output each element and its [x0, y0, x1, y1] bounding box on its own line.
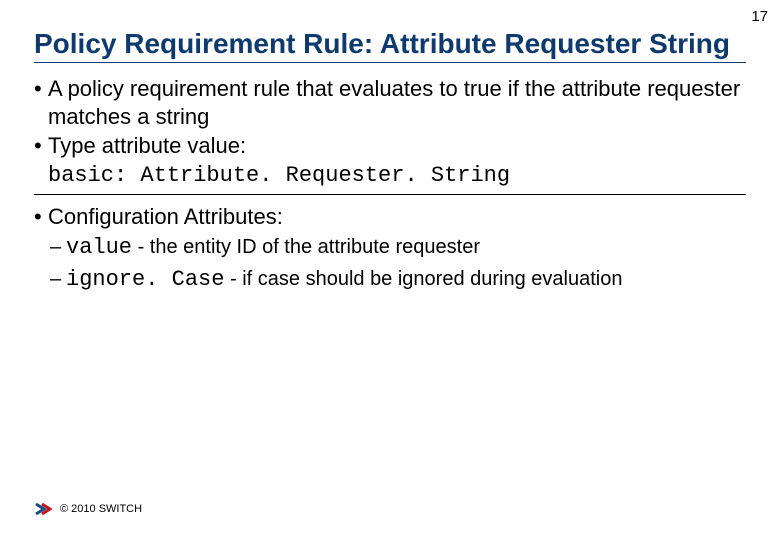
- sub-dash: –: [50, 234, 66, 261]
- sub-bullet-item: –value - the entity ID of the attribute …: [34, 233, 746, 263]
- sub-text: - if case should be ignored during evalu…: [224, 268, 622, 290]
- bullet-text: A policy requirement rule that evaluates…: [48, 76, 740, 129]
- bullet-dot: •: [34, 132, 48, 160]
- page-number: 17: [751, 8, 768, 25]
- sub-bullet-item: –ignore. Case - if case should be ignore…: [34, 265, 746, 295]
- slide-content: Policy Requirement Rule: Attribute Reque…: [0, 0, 780, 294]
- bullet-item: •Type attribute value:: [34, 132, 746, 160]
- bullet-dot: •: [34, 203, 48, 231]
- bullet-item: •A policy requirement rule that evaluate…: [34, 75, 746, 131]
- bullet-dot: •: [34, 75, 48, 103]
- copyright-text: © 2010 SWITCH: [60, 503, 142, 515]
- sub-code: value: [66, 235, 132, 260]
- code-text: basic: Attribute. Requester. String: [48, 163, 510, 188]
- logo-icon: [34, 500, 52, 518]
- bullet-list: •A policy requirement rule that evaluate…: [34, 75, 746, 294]
- bullet-text: Configuration Attributes:: [48, 204, 283, 229]
- slide-title: Policy Requirement Rule: Attribute Reque…: [34, 28, 746, 63]
- code-line: basic: Attribute. Requester. String: [34, 160, 746, 190]
- bullet-text: Type attribute value:: [48, 133, 246, 158]
- footer: © 2010 SWITCH: [34, 500, 142, 518]
- sub-text: - the entity ID of the attribute request…: [132, 236, 480, 258]
- bullet-item: •Configuration Attributes:: [34, 203, 746, 231]
- sub-code: ignore. Case: [66, 267, 224, 292]
- separator-line: [34, 194, 746, 195]
- sub-dash: –: [50, 266, 66, 293]
